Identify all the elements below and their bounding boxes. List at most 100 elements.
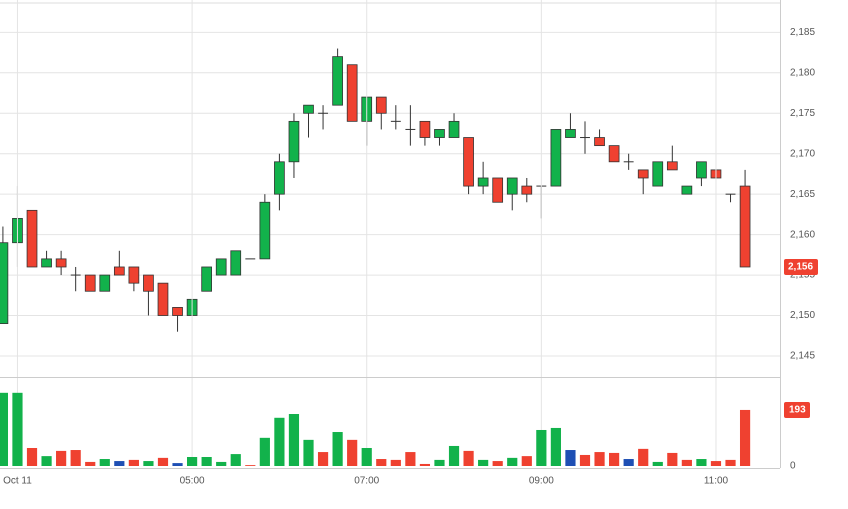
- y-tick-label: 2,170: [790, 148, 815, 159]
- candle-body: [580, 137, 590, 139]
- volume-bar: [0, 392, 9, 466]
- candle-body: [463, 137, 474, 187]
- volume-bar: [114, 461, 125, 466]
- volume-bar: [99, 459, 110, 466]
- volume-bar: [259, 437, 270, 466]
- last-volume-label: 193: [789, 405, 806, 416]
- candle-body: [521, 185, 533, 195]
- volume-bar: [521, 456, 532, 466]
- volume-bar: [70, 450, 81, 466]
- volume-bar: [332, 432, 343, 466]
- candle-body: [681, 185, 693, 195]
- volume-bar: [478, 459, 489, 466]
- candle-body: [390, 120, 401, 122]
- last-price-badge: [784, 258, 818, 275]
- volume-bar: [448, 445, 460, 466]
- candle-body: [41, 258, 52, 268]
- candle-body: [84, 274, 96, 292]
- volume-bar: [652, 461, 663, 466]
- candle-body: [157, 282, 169, 316]
- candle-body: [201, 266, 212, 292]
- x-tick-label: 11:00: [704, 476, 729, 487]
- candle-body: [303, 104, 314, 114]
- y-tick-label: 0: [790, 461, 796, 472]
- candle-body: [245, 258, 256, 260]
- candle-body: [288, 120, 300, 163]
- volume-bar: [696, 459, 707, 466]
- volume-bar: [216, 461, 227, 466]
- candle-body: [143, 274, 154, 292]
- candle-body: [346, 64, 358, 122]
- volume-bar: [56, 450, 67, 466]
- candle-body: [172, 307, 183, 316]
- candle-body: [594, 137, 605, 147]
- y-tick-label: 2,165: [790, 189, 815, 200]
- last-price-label: 2,156: [788, 262, 813, 273]
- x-tick-label: Oct 11: [3, 476, 32, 487]
- candle-body: [318, 112, 329, 114]
- candle-body: [70, 274, 81, 276]
- volume-bar: [492, 461, 503, 466]
- candle-body: [332, 56, 343, 106]
- candle-body: [477, 177, 489, 187]
- candle-body: [230, 250, 242, 276]
- y-tick-label: 2,160: [790, 229, 815, 240]
- volume-bar: [390, 459, 401, 466]
- y-tick-label: 2,145: [790, 351, 815, 362]
- candle-body: [739, 185, 751, 268]
- volume-bar: [41, 456, 52, 466]
- volume-bar: [419, 463, 431, 466]
- volume-bar: [594, 452, 605, 466]
- y-tick-label: 2,155: [790, 270, 815, 281]
- candle-body: [565, 129, 576, 138]
- last-volume-badge: [784, 401, 810, 418]
- volume-bar: [681, 459, 692, 466]
- volume-bar: [536, 429, 547, 466]
- candle-body: [448, 120, 460, 138]
- volume-bar: [201, 456, 212, 466]
- volume-bar: [347, 439, 358, 466]
- y-tick-label: 2,180: [790, 67, 815, 78]
- volume-bar: [186, 456, 198, 466]
- volume-bar: [128, 459, 139, 466]
- candle-body: [623, 161, 634, 163]
- volume-bar: [638, 448, 649, 466]
- volume-bar: [26, 447, 38, 466]
- candle-body: [215, 258, 227, 276]
- candle-body: [666, 161, 678, 171]
- candle-body: [637, 169, 649, 179]
- volume-bar: [376, 459, 387, 466]
- candle-body: [434, 129, 445, 138]
- y-tick-label: 2,150: [790, 310, 815, 321]
- candle-body: [492, 177, 504, 203]
- volume-bar: [303, 439, 314, 466]
- volume-bar: [725, 459, 736, 466]
- candle-body: [506, 177, 518, 195]
- volume-bar: [317, 452, 329, 466]
- volume-bar: [609, 452, 620, 466]
- volume-bar: [405, 452, 416, 466]
- volume-bar: [230, 454, 241, 466]
- candle-body: [375, 96, 387, 114]
- y-tick-label: 2,185: [790, 27, 815, 38]
- candle-body: [652, 161, 664, 187]
- candle-body: [113, 266, 125, 276]
- volume-bar: [565, 450, 576, 466]
- x-tick-label: 05:00: [180, 476, 205, 487]
- volume-bar: [245, 465, 256, 466]
- candle-body: [608, 145, 620, 163]
- y-tick-label: 2,175: [790, 108, 815, 119]
- volume-bar: [434, 459, 445, 466]
- volume-bar: [507, 457, 518, 466]
- x-tick-label: 09:00: [529, 476, 554, 487]
- volume-bar: [710, 461, 722, 466]
- volume-bar: [143, 461, 154, 466]
- volume-bar: [623, 459, 634, 466]
- candle-body: [55, 258, 67, 268]
- volume-bar: [12, 392, 23, 466]
- volume-bar: [463, 450, 474, 466]
- volume-bar: [85, 461, 96, 466]
- candle-body: [725, 193, 736, 195]
- volume-bar: [288, 414, 300, 466]
